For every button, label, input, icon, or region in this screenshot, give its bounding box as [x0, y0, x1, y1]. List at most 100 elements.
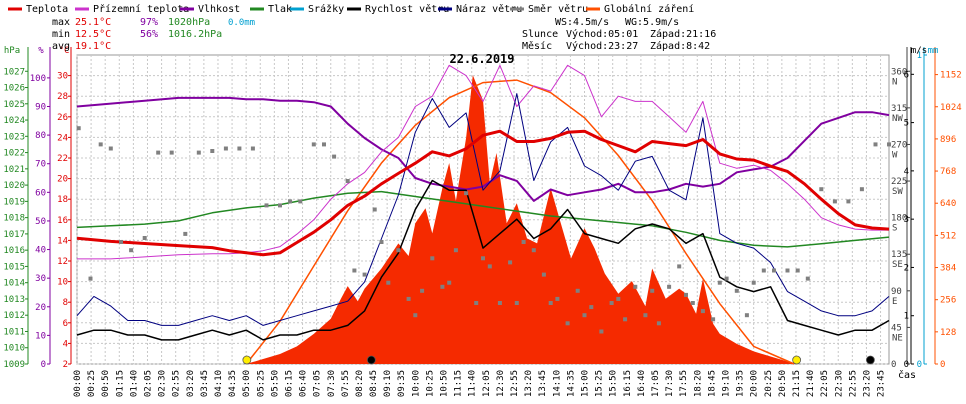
pressure-tick-label: 1021	[3, 165, 25, 175]
wind-direction-point	[772, 268, 776, 273]
x-tick-label: 12:05	[482, 370, 492, 397]
radiation-tick-label: 256	[940, 296, 956, 306]
x-tick-label: 07:05	[313, 370, 323, 397]
wind_speed-tick-label: 6	[904, 70, 909, 80]
x-tick-label: 19:10	[721, 370, 731, 397]
sunrise-marker	[242, 355, 252, 365]
wind-direction-point	[734, 288, 739, 293]
wind-direction-layer	[76, 126, 891, 334]
pressure-tick-label: 1018	[3, 214, 25, 224]
humidity-tick-label: 10	[35, 331, 46, 341]
wind-direction-point	[98, 142, 103, 147]
wind_speed-tick-label: 4	[904, 167, 909, 177]
stat-wg: WG:5.9m/s	[625, 17, 679, 28]
x-tick-label: 22:55	[848, 370, 858, 397]
wind-direction-point	[183, 231, 188, 236]
stat-max-hum: 97%	[140, 17, 158, 28]
wind-direction-point	[589, 305, 594, 310]
wind-direction-point	[514, 301, 519, 305]
wind-direction-point	[744, 313, 749, 318]
x-tick-label: 15:50	[609, 370, 619, 397]
legend-label: Tlak	[268, 4, 292, 15]
wind-direction-point	[396, 248, 401, 253]
wind-direction-letter: N	[892, 77, 897, 87]
x-tick-label: 07:55	[341, 370, 351, 397]
x-tick-label: 11:15	[454, 370, 464, 397]
wind-direction-letter: NW	[892, 114, 903, 124]
x-tick-label: 05:25	[256, 370, 266, 397]
wind-direction-point	[264, 203, 269, 208]
stat-sun-set: Západ:21:16	[650, 28, 716, 40]
temperature-tick-label: 14	[57, 236, 68, 246]
humidity-tick-label: 80	[35, 131, 46, 141]
wind-direction-point	[711, 317, 716, 322]
x-tick-label: 05:00	[242, 370, 252, 397]
pressure-tick-label: 1024	[3, 116, 25, 126]
x-tick-label: 02:55	[172, 370, 182, 397]
pressure-tick-label: 1027	[3, 67, 25, 77]
wind-direction-point	[119, 240, 123, 244]
stat-min-label: min	[52, 29, 70, 40]
stat-max-label: max	[52, 17, 70, 28]
wind-direction-point	[887, 142, 891, 147]
wind-direction-letter: E	[892, 297, 897, 307]
x-tick-label: 10:50	[440, 370, 450, 397]
x-axis-label: čas	[898, 369, 916, 381]
x-tick-label: 17:55	[679, 370, 689, 397]
wind-direction-point	[406, 296, 411, 301]
series-rychlost-v-tru	[76, 179, 890, 341]
series-vlhkost	[76, 96, 890, 202]
legend-label: Vlhkost	[198, 4, 240, 15]
wind-direction-point	[575, 288, 580, 293]
wind-direction-point	[487, 264, 492, 269]
pressure-tick-label: 1014	[3, 279, 25, 289]
wind-direction-point	[108, 146, 113, 151]
humidity-tick-label: 20	[35, 303, 46, 313]
wind-direction-point	[795, 268, 800, 273]
x-tick-label: 13:45	[538, 370, 548, 397]
humidity-tick-label: 0	[41, 360, 46, 370]
x-tick-label: 17:30	[665, 370, 675, 397]
x-tick-label: 00:25	[87, 370, 97, 397]
x-tick-label: 04:10	[214, 370, 224, 397]
wind-direction-point	[311, 142, 316, 147]
wind-direction-letter: W	[892, 150, 898, 160]
temperature-tick-label: 12	[57, 257, 68, 267]
pressure-tick-label: 1011	[3, 327, 25, 337]
wind-direction-point	[859, 187, 864, 192]
stat-max-rain: 0.0mm	[228, 18, 255, 28]
x-tick-label: 12:30	[496, 370, 506, 397]
wind_speed-tick-label: 0	[904, 360, 909, 370]
pressure-tick-label: 1022	[3, 149, 25, 159]
wind-direction-point	[142, 236, 147, 240]
wind-direction-point	[196, 150, 201, 155]
x-tick-label: 18:45	[707, 370, 717, 397]
wind-direction-point	[846, 199, 851, 204]
humidity-tick-label: 90	[35, 103, 46, 113]
wind-direction-point	[555, 296, 560, 301]
humidity-tick-label: 50	[35, 217, 46, 227]
x-tick-label: 00:00	[73, 370, 83, 397]
humidity-unit-label: %	[38, 46, 44, 56]
x-tick-label: 09:10	[383, 370, 393, 397]
stat-moon-rise: Východ:23:27	[566, 40, 638, 52]
wind-direction-point	[322, 142, 326, 147]
chart-title: 22.6.2019	[449, 52, 514, 66]
wind_speed-tick-label: 1	[904, 312, 909, 322]
wind-direction-point	[76, 126, 81, 131]
wind-direction-point	[531, 248, 536, 253]
pressure-tick-label: 1026	[3, 84, 25, 94]
wind-direction-point	[440, 284, 445, 289]
wind-direction-point	[88, 276, 93, 281]
wind-direction-letter: SW	[892, 187, 903, 197]
series-layer	[76, 64, 890, 341]
wind-direction-letter: SE	[892, 260, 903, 270]
x-tick-label: 15:00	[581, 370, 591, 397]
rain-tick-label: 0	[917, 360, 922, 370]
temperature-tick-label: 18	[57, 195, 68, 205]
wind-direction-point	[548, 301, 553, 305]
radiation-tick-label: 128	[940, 328, 956, 338]
stat-min-hum: 56%	[140, 29, 158, 40]
wind-direction-point	[684, 292, 688, 297]
x-tick-label: 23:20	[862, 370, 872, 397]
